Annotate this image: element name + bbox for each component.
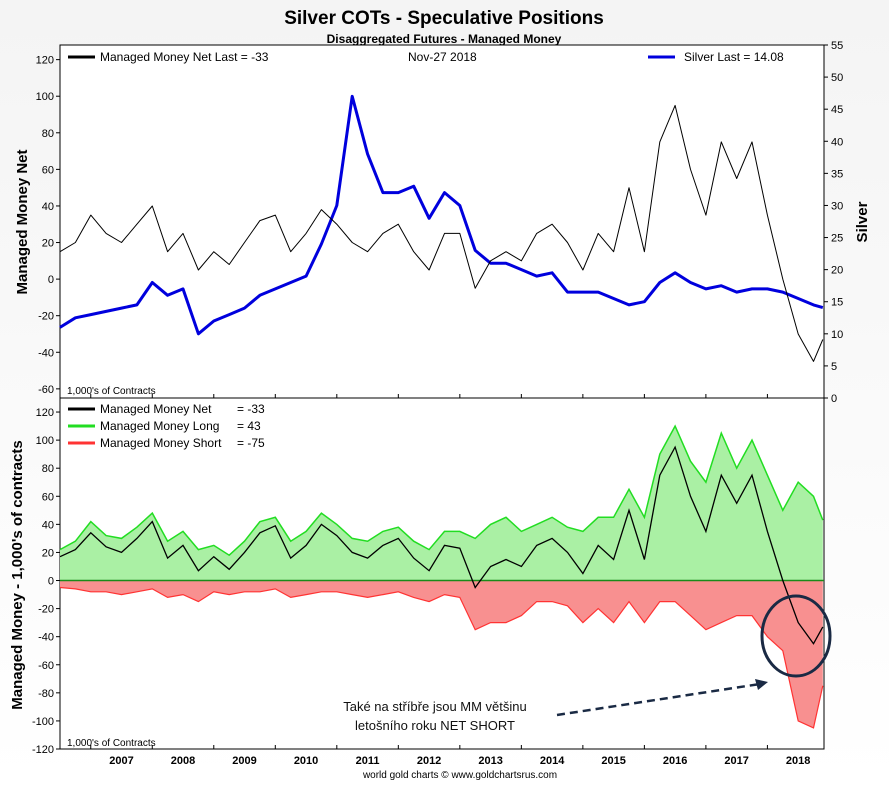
y-tick-label: 120 (36, 55, 54, 67)
managed-money-net-line (59, 445, 824, 645)
x-tick-label: 2011 (356, 755, 380, 767)
annotation-line-1: Také na stříbře jsou MM většinu (343, 699, 527, 714)
top-panel-frame (59, 44, 825, 399)
y-tick-label: -60 (38, 660, 54, 672)
y-tick-label: 100 (36, 435, 54, 447)
highlight-circle (760, 594, 832, 678)
legend2-long-value: = 43 (237, 419, 261, 433)
y2-tick-label: 0 (831, 393, 837, 405)
legend-net-label: Managed Money Net Last = -33 (100, 50, 269, 64)
bottom-units-note: 1,000's of Contracts (67, 738, 156, 749)
chart-date: Nov-27 2018 (408, 50, 477, 64)
y2-tick-label: 10 (831, 329, 843, 341)
y-tick-label: 100 (36, 91, 54, 103)
chart-subtitle: Disaggregated Futures - Managed Money (327, 32, 562, 46)
y-tick-label: 40 (42, 201, 54, 213)
y-tick-label: -20 (38, 604, 54, 616)
top-units-note: 1,000's of Contracts (67, 386, 156, 397)
legend-silver-label: Silver Last = 14.08 (684, 50, 784, 64)
y-tick-label: -40 (38, 347, 54, 359)
managed-money-net-line (59, 104, 824, 362)
bottom-ylabel: Managed Money - 1,000's of contracts (9, 440, 26, 709)
x-tick-label: 2018 (786, 755, 810, 767)
annotation-arrowhead (755, 679, 768, 690)
y-tick-label: -60 (38, 384, 54, 396)
y-tick-label: 0 (48, 274, 54, 286)
top-left-axis: -60 -40 -20 0 20 40 60 80 100 120 (36, 55, 60, 396)
y2-tick-label: 20 (831, 265, 843, 277)
bottom-left-axis: -120 -100 -80 -60 -40 -20 0 20 40 60 80 100 120 (32, 407, 824, 756)
y2-tick-label: 55 (831, 40, 843, 52)
top-series (59, 94, 824, 362)
bottom-panel: -120 -100 -80 -60 -40 -20 0 20 40 60 80 100 120 Mana… (9, 397, 825, 756)
x-tick-label: 2010 (294, 755, 318, 767)
y-tick-label: 20 (42, 238, 54, 250)
y2-tick-label: 15 (831, 297, 843, 309)
y-tick-label: -80 (38, 688, 54, 700)
legend2-net-value: = -33 (237, 402, 265, 416)
bottom-areas (60, 426, 823, 728)
x-tick-label: 2007 (109, 755, 133, 767)
x-tick-label: 2013 (478, 755, 502, 767)
x-tick-label: 2015 (601, 755, 625, 767)
y-tick-label: 0 (48, 576, 54, 588)
y2-tick-label: 50 (831, 72, 843, 84)
annotation-line-2: letošního roku NET SHORT (355, 718, 515, 733)
y-tick-label: 20 (42, 547, 54, 559)
x-axis: 2007 2008 2009 2010 2011 2012 2013 2014 2015 2016… (90, 394, 810, 767)
annotation-arrow (556, 682, 761, 717)
x-tick-label: 2016 (663, 755, 687, 767)
y-tick-label: -20 (38, 311, 54, 323)
y-tick-label: 60 (42, 491, 54, 503)
y2-tick-label: 5 (831, 361, 837, 373)
top-right-axis: 0 5 10 15 20 25 30 35 40 45 50 55 (824, 40, 843, 405)
top-ylabel: Managed Money Net (14, 149, 31, 294)
x-tick-label: 2009 (232, 755, 256, 767)
y2-tick-label: 30 (831, 200, 843, 212)
legend2-short-label: Managed Money Short (100, 436, 222, 450)
y-tick-label: 60 (42, 164, 54, 176)
bottom-series (59, 424, 824, 729)
top-y2label: Silver (854, 201, 871, 242)
y2-tick-label: 25 (831, 233, 843, 245)
y2-tick-label: 40 (831, 136, 843, 148)
y-tick-label: 80 (42, 128, 54, 140)
managed-money-short-area (60, 580, 823, 728)
managed-money-long-area (60, 426, 823, 581)
x-tick-label: 2012 (417, 755, 441, 767)
y-tick-label: -40 (38, 632, 54, 644)
y-tick-label: -100 (32, 716, 54, 728)
x-tick-label: 2014 (540, 755, 565, 767)
y2-tick-label: 45 (831, 104, 843, 116)
y-tick-label: -120 (32, 744, 54, 756)
managed-money-long-line (59, 424, 824, 557)
legend2-long-label: Managed Money Long (100, 419, 219, 433)
chart-title: Silver COTs - Speculative Positions (284, 8, 604, 29)
silver-price-line (59, 94, 824, 336)
y-tick-label: 80 (42, 463, 54, 475)
x-tick-label: 2017 (724, 755, 748, 767)
legend2-net-label: Managed Money Net (100, 402, 212, 416)
y-tick-label: 120 (36, 407, 54, 419)
managed-money-short-line (59, 586, 824, 729)
top-panel: -60 -40 -20 0 20 40 60 80 100 120 0 5 10 15 20 25 30 35 4… (14, 40, 871, 405)
y-tick-label: 40 (42, 519, 54, 531)
y2-tick-label: 35 (831, 168, 843, 180)
x-tick-label: 2008 (171, 755, 195, 767)
legend2-short-value: = -75 (237, 436, 265, 450)
footer-credit: world gold charts © www.goldchartsrus.co… (362, 770, 557, 781)
